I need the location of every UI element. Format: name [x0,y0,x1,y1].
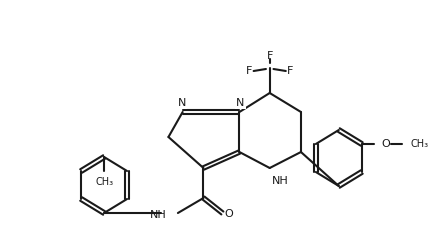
Text: F: F [246,66,252,76]
Text: O: O [381,139,390,149]
Text: NH: NH [272,176,288,186]
Text: NH: NH [150,210,166,220]
Text: CH₃: CH₃ [95,177,113,187]
Text: CH₃: CH₃ [411,139,428,149]
Text: N: N [178,98,186,108]
Text: N: N [236,98,244,108]
Text: O: O [225,209,233,219]
Text: F: F [287,66,294,76]
Text: F: F [267,51,273,61]
